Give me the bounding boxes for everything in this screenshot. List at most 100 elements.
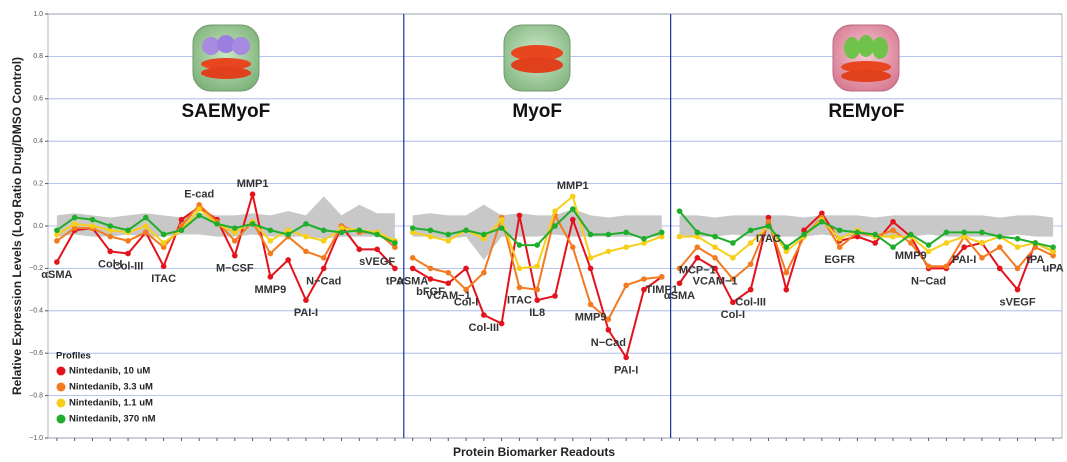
- data-point: [517, 213, 523, 219]
- data-point: [908, 240, 914, 246]
- data-point: [534, 297, 540, 303]
- data-point: [783, 270, 789, 276]
- readout-label: E-cad: [184, 189, 214, 201]
- panel-title: SAEMyoF: [182, 101, 271, 122]
- data-point: [961, 244, 967, 250]
- data-point: [481, 232, 487, 238]
- data-point: [463, 266, 469, 272]
- data-point: [730, 255, 736, 261]
- y-tick-label: 0.8: [33, 53, 43, 60]
- data-point: [125, 238, 131, 244]
- readout-label: Col-I: [454, 297, 478, 309]
- data-point: [445, 270, 451, 276]
- data-point: [997, 244, 1003, 250]
- data-point: [1050, 244, 1056, 250]
- data-point: [712, 255, 718, 261]
- data-point: [552, 208, 558, 214]
- data-point: [410, 225, 416, 231]
- data-point: [570, 244, 576, 250]
- readout-label: Col-III: [735, 297, 766, 309]
- data-point: [1033, 240, 1039, 246]
- y-tick-label: −0.6: [29, 350, 43, 357]
- data-point: [321, 266, 327, 272]
- readout-label: VCAM−1: [693, 275, 738, 287]
- readout-label: αSMA: [664, 290, 695, 302]
- data-point: [606, 232, 612, 238]
- data-point: [143, 230, 149, 236]
- data-point: [606, 327, 612, 333]
- data-point: [588, 266, 594, 272]
- legend-label: Nintedanib, 370 nM: [69, 414, 156, 425]
- data-point: [623, 230, 629, 236]
- data-point: [961, 230, 967, 236]
- data-point: [997, 234, 1003, 240]
- data-point: [303, 221, 309, 227]
- data-point: [161, 232, 167, 238]
- legend-label: Nintedanib, 1.1 uM: [69, 398, 153, 409]
- data-point: [161, 240, 167, 246]
- data-point: [552, 293, 558, 299]
- data-point: [196, 206, 202, 212]
- data-point: [214, 221, 220, 227]
- data-point: [606, 249, 612, 255]
- data-point: [801, 232, 807, 238]
- data-point: [695, 230, 701, 236]
- data-point: [285, 232, 291, 238]
- data-point: [463, 227, 469, 233]
- y-tick-label: −1.0: [29, 435, 43, 442]
- data-point: [979, 240, 985, 246]
- data-point: [623, 244, 629, 250]
- readout-label: N−Cad: [591, 337, 626, 349]
- data-point: [268, 251, 274, 257]
- data-point: [659, 274, 665, 280]
- data-point: [517, 242, 523, 248]
- readout-label: sVEGF: [359, 256, 395, 268]
- data-point: [517, 285, 523, 291]
- data-point: [445, 238, 451, 244]
- readout-label: EGFR: [824, 254, 855, 266]
- readout-label: Col-I: [721, 309, 745, 321]
- data-point: [374, 232, 380, 238]
- data-point: [303, 297, 309, 303]
- data-point: [588, 302, 594, 308]
- data-point: [499, 217, 505, 223]
- data-point: [944, 240, 950, 246]
- readout-label: Col-III: [469, 322, 500, 334]
- data-point: [410, 266, 416, 272]
- data-point: [979, 230, 985, 236]
- readout-label: MMP9: [254, 284, 286, 296]
- data-point: [623, 355, 629, 361]
- y-tick-label: 0.0: [33, 223, 43, 230]
- data-point: [944, 263, 950, 269]
- data-point: [1015, 287, 1021, 293]
- legend-marker: [57, 399, 66, 408]
- readout-label: N−Cad: [911, 275, 946, 287]
- cell-icon: [833, 25, 899, 91]
- data-point: [107, 249, 113, 255]
- data-point: [623, 283, 629, 289]
- readout-label: MMP9: [575, 311, 607, 323]
- data-point: [712, 244, 718, 250]
- data-point: [926, 242, 932, 248]
- readout-label: Col-III: [113, 260, 144, 272]
- legend-label: Nintedanib, 3.3 uM: [69, 382, 153, 393]
- data-point: [428, 276, 434, 282]
- readout-label: MMP1: [557, 180, 589, 192]
- data-point: [1015, 236, 1021, 242]
- data-point: [90, 217, 96, 223]
- data-point: [303, 234, 309, 240]
- data-point: [445, 232, 451, 238]
- readout-label: M−CSF: [216, 263, 254, 275]
- data-point: [890, 234, 896, 240]
- data-point: [837, 227, 843, 233]
- data-point: [1015, 244, 1021, 250]
- data-point: [321, 255, 327, 261]
- panel-title: REMyoF: [828, 101, 904, 122]
- data-point: [570, 194, 576, 200]
- readout-label: PAI-I: [952, 254, 976, 266]
- data-point: [783, 244, 789, 250]
- data-point: [179, 217, 185, 223]
- data-point: [872, 240, 878, 246]
- data-point: [445, 280, 451, 286]
- x-axis-label: Protein Biomarker Readouts: [453, 445, 615, 459]
